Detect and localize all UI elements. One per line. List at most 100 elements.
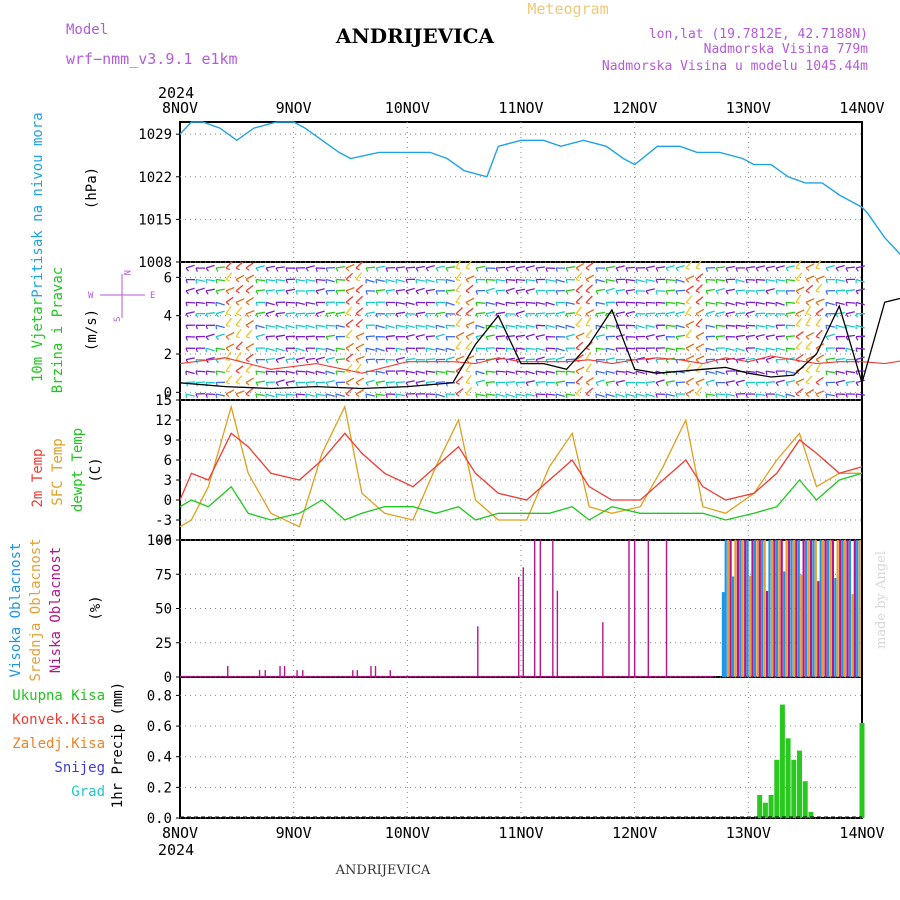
y-tick-label: 0.8 — [147, 688, 172, 704]
date-label-bottom: 13NOV — [726, 824, 771, 842]
precip-bar — [774, 759, 780, 818]
y-tick-label: 1029 — [138, 127, 172, 143]
year-top: 2024 — [158, 84, 194, 102]
wind-barbs-field — [185, 259, 866, 399]
y-tick-label: 0.2 — [147, 780, 172, 796]
lonlat-text: lon,lat (19.7812E, 42.7188N) — [649, 27, 868, 42]
date-label-top: 10NOV — [385, 99, 430, 117]
precip-bar — [791, 759, 797, 818]
panel-frames — [179, 121, 863, 819]
cloud-unit: (%) — [88, 595, 104, 620]
cloud-low-label: Niska Oblacnost — [48, 547, 64, 673]
date-label-top: 11NOV — [498, 99, 543, 117]
y-tick-label: 0.4 — [147, 750, 172, 766]
wind-label-2: Brzina i Pravac — [50, 267, 66, 393]
pressure-line — [179, 121, 900, 256]
date-label-top: 13NOV — [726, 99, 771, 117]
model-altitude-text: Nadmorska Visina u modelu 1045.44m — [602, 59, 868, 74]
y-tick-label: 0.6 — [147, 719, 172, 735]
y-tick-label: -6 — [155, 533, 172, 549]
date-label-bottom: 10NOV — [385, 824, 430, 842]
precip-snow-label: Snijeg — [54, 760, 105, 776]
model-label: Model — [66, 22, 108, 38]
side-labels: Pritisak na nivou mora (hPa) 10m Vjetar … — [8, 112, 155, 808]
wind-compass: W E N S — [88, 270, 155, 322]
date-label-bottom: 11NOV — [498, 824, 543, 842]
date-label-top: 9NOV — [276, 99, 312, 117]
precip-bar — [779, 704, 785, 818]
precip-bar — [859, 723, 865, 818]
y-tick-label: 0.0 — [147, 811, 172, 827]
date-label-bottom: 9NOV — [276, 824, 312, 842]
y-tick-label: 1015 — [138, 212, 172, 228]
precip-bar — [802, 781, 808, 818]
date-label-top: 14NOV — [839, 99, 884, 117]
y-tick-label: 9 — [164, 433, 172, 449]
pressure-label: Pritisak na nivou mora — [30, 112, 46, 297]
wind-label-1: 10m Vjetar — [30, 298, 46, 382]
y-tick-label: 6 — [164, 453, 172, 469]
meteogram-title: Meteogram — [527, 0, 608, 18]
precip-bar — [762, 802, 768, 818]
watermark: made by Angel — [874, 551, 889, 649]
precip-unit: 1hr Precip (mm) — [110, 682, 126, 808]
compass-w: W — [88, 291, 94, 301]
y-tick-label: -3 — [155, 513, 172, 529]
year-bottom: 2024 — [158, 841, 194, 859]
precip-bar — [757, 795, 763, 818]
station-title: ANDRIJEVICA — [335, 24, 495, 48]
precip-total-label: Ukupna Kisa — [12, 688, 105, 704]
precip-bar — [785, 738, 791, 818]
precip-conv-label: Konvek.Kisa — [12, 712, 105, 728]
axis-layer: 8NOV 8NOV 9NOV 9NOV 10NOV 10NOV 11NOV 11NOV 12NO… — [138, 99, 884, 842]
pressure-unit: (hPa) — [84, 167, 100, 209]
wind-speed-line — [179, 297, 900, 390]
cloud-dense-stripes — [724, 540, 861, 677]
date-label-bottom: 8NOV — [162, 824, 198, 842]
cloud-mid-label: Srednja Oblacnost — [28, 538, 44, 681]
compass-e: E — [150, 291, 155, 301]
cloud-high-bar — [721, 592, 725, 677]
date-label-top: 12NOV — [612, 99, 657, 117]
dewpt-temp-line — [179, 472, 863, 521]
y-tick-label: 12 — [155, 413, 172, 429]
precip-frz-label: Zaledj.Kisa — [12, 736, 105, 752]
compass-s: S — [113, 317, 123, 322]
y-tick-label: 1022 — [138, 170, 172, 186]
precip-hail-label: Grad — [71, 784, 105, 800]
y-tick-label: 0 — [164, 493, 172, 509]
y-tick-label: 4 — [164, 309, 172, 325]
compass-n: N — [121, 270, 131, 275]
date-label-bottom: 14NOV — [839, 824, 884, 842]
sfc-temp-line — [179, 404, 862, 528]
y-tick-label: 75 — [155, 567, 172, 583]
date-label-bottom: 12NOV — [612, 824, 657, 842]
plot-layer — [179, 121, 900, 818]
wind-gust-line — [179, 355, 900, 374]
y-tick-label: 0 — [164, 670, 172, 686]
wind-unit: (m/s) — [84, 309, 100, 351]
temp-label-1: 2m Temp — [30, 448, 46, 507]
y-tick-label: 25 — [155, 636, 172, 652]
altitude-text: Nadmorska Visina 779m — [704, 42, 869, 57]
model-name: wrf−nmm_v3.9.1 e1km — [66, 50, 238, 68]
y-tick-label: 1008 — [138, 255, 172, 271]
y-tick-label: 6 — [164, 270, 172, 286]
temp-label-3: dewpt Temp — [70, 428, 86, 512]
date-label-top: 8NOV — [162, 99, 198, 117]
y-tick-label: 2 — [164, 347, 172, 363]
precip-bar — [808, 811, 814, 818]
temp-unit: (C) — [88, 457, 104, 482]
y-tick-label: 3 — [164, 473, 172, 489]
temp-2m-line — [179, 432, 863, 501]
footer-station: ANDRIJEVICA — [335, 863, 431, 878]
precip-bar — [797, 750, 802, 818]
cloud-high-label: Visoka Oblacnost — [8, 543, 24, 678]
y-tick-label: 0 — [164, 385, 172, 401]
header: Model wrf−nmm_v3.9.1 e1km ANDRIJEVICA Me… — [66, 0, 889, 878]
temp-label-2: SFC Temp — [50, 438, 66, 505]
y-tick-label: 100 — [147, 533, 172, 549]
y-tick-label: 15 — [155, 393, 172, 409]
precip-bar — [768, 795, 774, 818]
